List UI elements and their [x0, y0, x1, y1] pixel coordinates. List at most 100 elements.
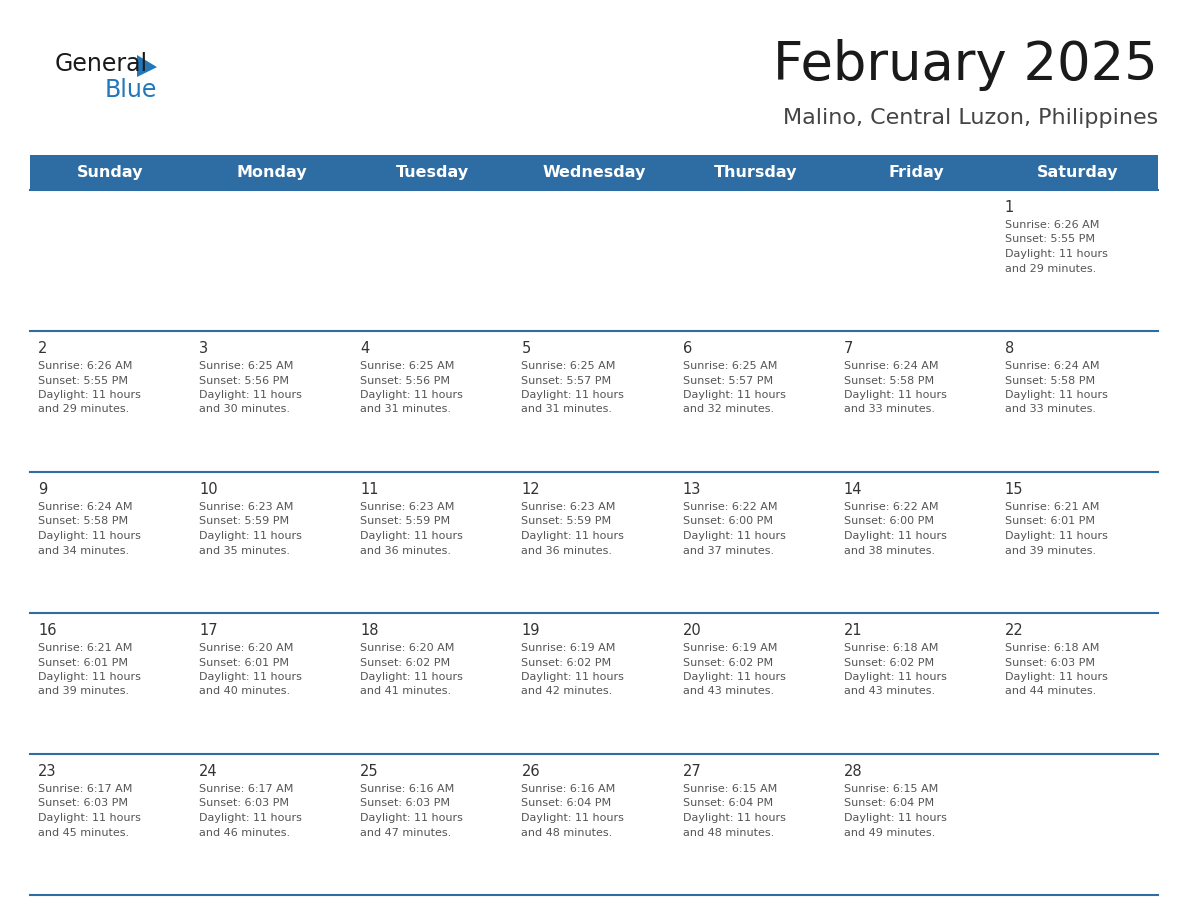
Text: and 38 minutes.: and 38 minutes. — [843, 545, 935, 555]
Text: and 31 minutes.: and 31 minutes. — [360, 405, 451, 415]
Text: Daylight: 11 hours: Daylight: 11 hours — [522, 390, 625, 400]
Text: Daylight: 11 hours: Daylight: 11 hours — [360, 672, 463, 682]
Text: and 33 minutes.: and 33 minutes. — [1005, 405, 1095, 415]
Bar — [353, 155, 513, 190]
Bar — [30, 613, 191, 754]
Text: Daylight: 11 hours: Daylight: 11 hours — [38, 531, 141, 541]
Bar — [835, 754, 997, 895]
Text: Sunset: 6:03 PM: Sunset: 6:03 PM — [360, 799, 450, 809]
Bar — [513, 754, 675, 895]
Bar — [30, 754, 191, 895]
Text: and 30 minutes.: and 30 minutes. — [200, 405, 290, 415]
Text: Sunrise: 6:23 AM: Sunrise: 6:23 AM — [200, 502, 293, 512]
Text: 12: 12 — [522, 482, 541, 497]
Bar — [30, 155, 191, 190]
Text: 13: 13 — [683, 482, 701, 497]
Bar — [835, 331, 997, 472]
Bar — [835, 472, 997, 613]
Text: Saturday: Saturday — [1037, 165, 1118, 180]
Text: Daylight: 11 hours: Daylight: 11 hours — [843, 672, 947, 682]
Text: 22: 22 — [1005, 623, 1024, 638]
Text: Daylight: 11 hours: Daylight: 11 hours — [843, 531, 947, 541]
Bar — [835, 155, 997, 190]
Text: and 49 minutes.: and 49 minutes. — [843, 827, 935, 837]
Bar — [675, 155, 835, 190]
Text: February 2025: February 2025 — [773, 39, 1158, 91]
Text: 5: 5 — [522, 341, 531, 356]
Text: Daylight: 11 hours: Daylight: 11 hours — [683, 813, 785, 823]
Text: Daylight: 11 hours: Daylight: 11 hours — [522, 672, 625, 682]
Text: 21: 21 — [843, 623, 862, 638]
Text: Sunset: 5:55 PM: Sunset: 5:55 PM — [38, 375, 128, 386]
Text: and 39 minutes.: and 39 minutes. — [38, 687, 129, 697]
Text: Sunset: 5:57 PM: Sunset: 5:57 PM — [522, 375, 612, 386]
Text: 28: 28 — [843, 764, 862, 779]
Polygon shape — [137, 55, 157, 77]
Bar — [353, 331, 513, 472]
Text: Daylight: 11 hours: Daylight: 11 hours — [1005, 531, 1107, 541]
Bar — [191, 190, 353, 331]
Text: and 43 minutes.: and 43 minutes. — [843, 687, 935, 697]
Bar — [675, 331, 835, 472]
Text: and 41 minutes.: and 41 minutes. — [360, 687, 451, 697]
Text: and 46 minutes.: and 46 minutes. — [200, 827, 290, 837]
Text: and 42 minutes.: and 42 minutes. — [522, 687, 613, 697]
Text: 14: 14 — [843, 482, 862, 497]
Text: and 48 minutes.: and 48 minutes. — [522, 827, 613, 837]
Text: and 39 minutes.: and 39 minutes. — [1005, 545, 1097, 555]
Text: General: General — [55, 52, 148, 76]
Text: Daylight: 11 hours: Daylight: 11 hours — [38, 813, 141, 823]
Text: Sunset: 6:03 PM: Sunset: 6:03 PM — [1005, 657, 1095, 667]
Text: and 36 minutes.: and 36 minutes. — [360, 545, 451, 555]
Text: Daylight: 11 hours: Daylight: 11 hours — [843, 390, 947, 400]
Bar — [353, 472, 513, 613]
Bar — [997, 155, 1158, 190]
Text: Sunset: 6:04 PM: Sunset: 6:04 PM — [683, 799, 772, 809]
Text: Sunset: 5:55 PM: Sunset: 5:55 PM — [1005, 234, 1095, 244]
Text: and 34 minutes.: and 34 minutes. — [38, 545, 129, 555]
Bar — [30, 472, 191, 613]
Text: Sunset: 5:56 PM: Sunset: 5:56 PM — [200, 375, 289, 386]
Text: Sunrise: 6:21 AM: Sunrise: 6:21 AM — [38, 643, 132, 653]
Text: Monday: Monday — [236, 165, 307, 180]
Bar — [513, 613, 675, 754]
Text: Sunrise: 6:22 AM: Sunrise: 6:22 AM — [683, 502, 777, 512]
Text: and 32 minutes.: and 32 minutes. — [683, 405, 773, 415]
Text: 24: 24 — [200, 764, 217, 779]
Text: and 44 minutes.: and 44 minutes. — [1005, 687, 1097, 697]
Text: 9: 9 — [38, 482, 48, 497]
Text: Sunrise: 6:17 AM: Sunrise: 6:17 AM — [38, 784, 132, 794]
Text: 1: 1 — [1005, 200, 1015, 215]
Text: 27: 27 — [683, 764, 701, 779]
Text: 25: 25 — [360, 764, 379, 779]
Text: Sunrise: 6:15 AM: Sunrise: 6:15 AM — [843, 784, 939, 794]
Bar — [191, 613, 353, 754]
Text: Sunset: 6:04 PM: Sunset: 6:04 PM — [843, 799, 934, 809]
Text: Sunrise: 6:25 AM: Sunrise: 6:25 AM — [683, 361, 777, 371]
Text: Sunset: 6:02 PM: Sunset: 6:02 PM — [683, 657, 772, 667]
Text: and 33 minutes.: and 33 minutes. — [843, 405, 935, 415]
Bar — [675, 190, 835, 331]
Text: Sunrise: 6:23 AM: Sunrise: 6:23 AM — [360, 502, 455, 512]
Text: Thursday: Thursday — [713, 165, 797, 180]
Text: Wednesday: Wednesday — [542, 165, 646, 180]
Bar — [191, 754, 353, 895]
Text: 7: 7 — [843, 341, 853, 356]
Text: Daylight: 11 hours: Daylight: 11 hours — [1005, 249, 1107, 259]
Text: Daylight: 11 hours: Daylight: 11 hours — [843, 813, 947, 823]
Text: Sunrise: 6:19 AM: Sunrise: 6:19 AM — [683, 643, 777, 653]
Text: Sunset: 6:01 PM: Sunset: 6:01 PM — [200, 657, 289, 667]
Text: Daylight: 11 hours: Daylight: 11 hours — [200, 813, 302, 823]
Bar — [513, 331, 675, 472]
Bar — [675, 472, 835, 613]
Text: Sunrise: 6:15 AM: Sunrise: 6:15 AM — [683, 784, 777, 794]
Text: Friday: Friday — [889, 165, 944, 180]
Text: Daylight: 11 hours: Daylight: 11 hours — [360, 813, 463, 823]
Text: 11: 11 — [360, 482, 379, 497]
Text: Tuesday: Tuesday — [397, 165, 469, 180]
Bar — [513, 155, 675, 190]
Bar — [835, 190, 997, 331]
Bar — [997, 754, 1158, 895]
Text: 6: 6 — [683, 341, 691, 356]
Text: Sunset: 5:58 PM: Sunset: 5:58 PM — [843, 375, 934, 386]
